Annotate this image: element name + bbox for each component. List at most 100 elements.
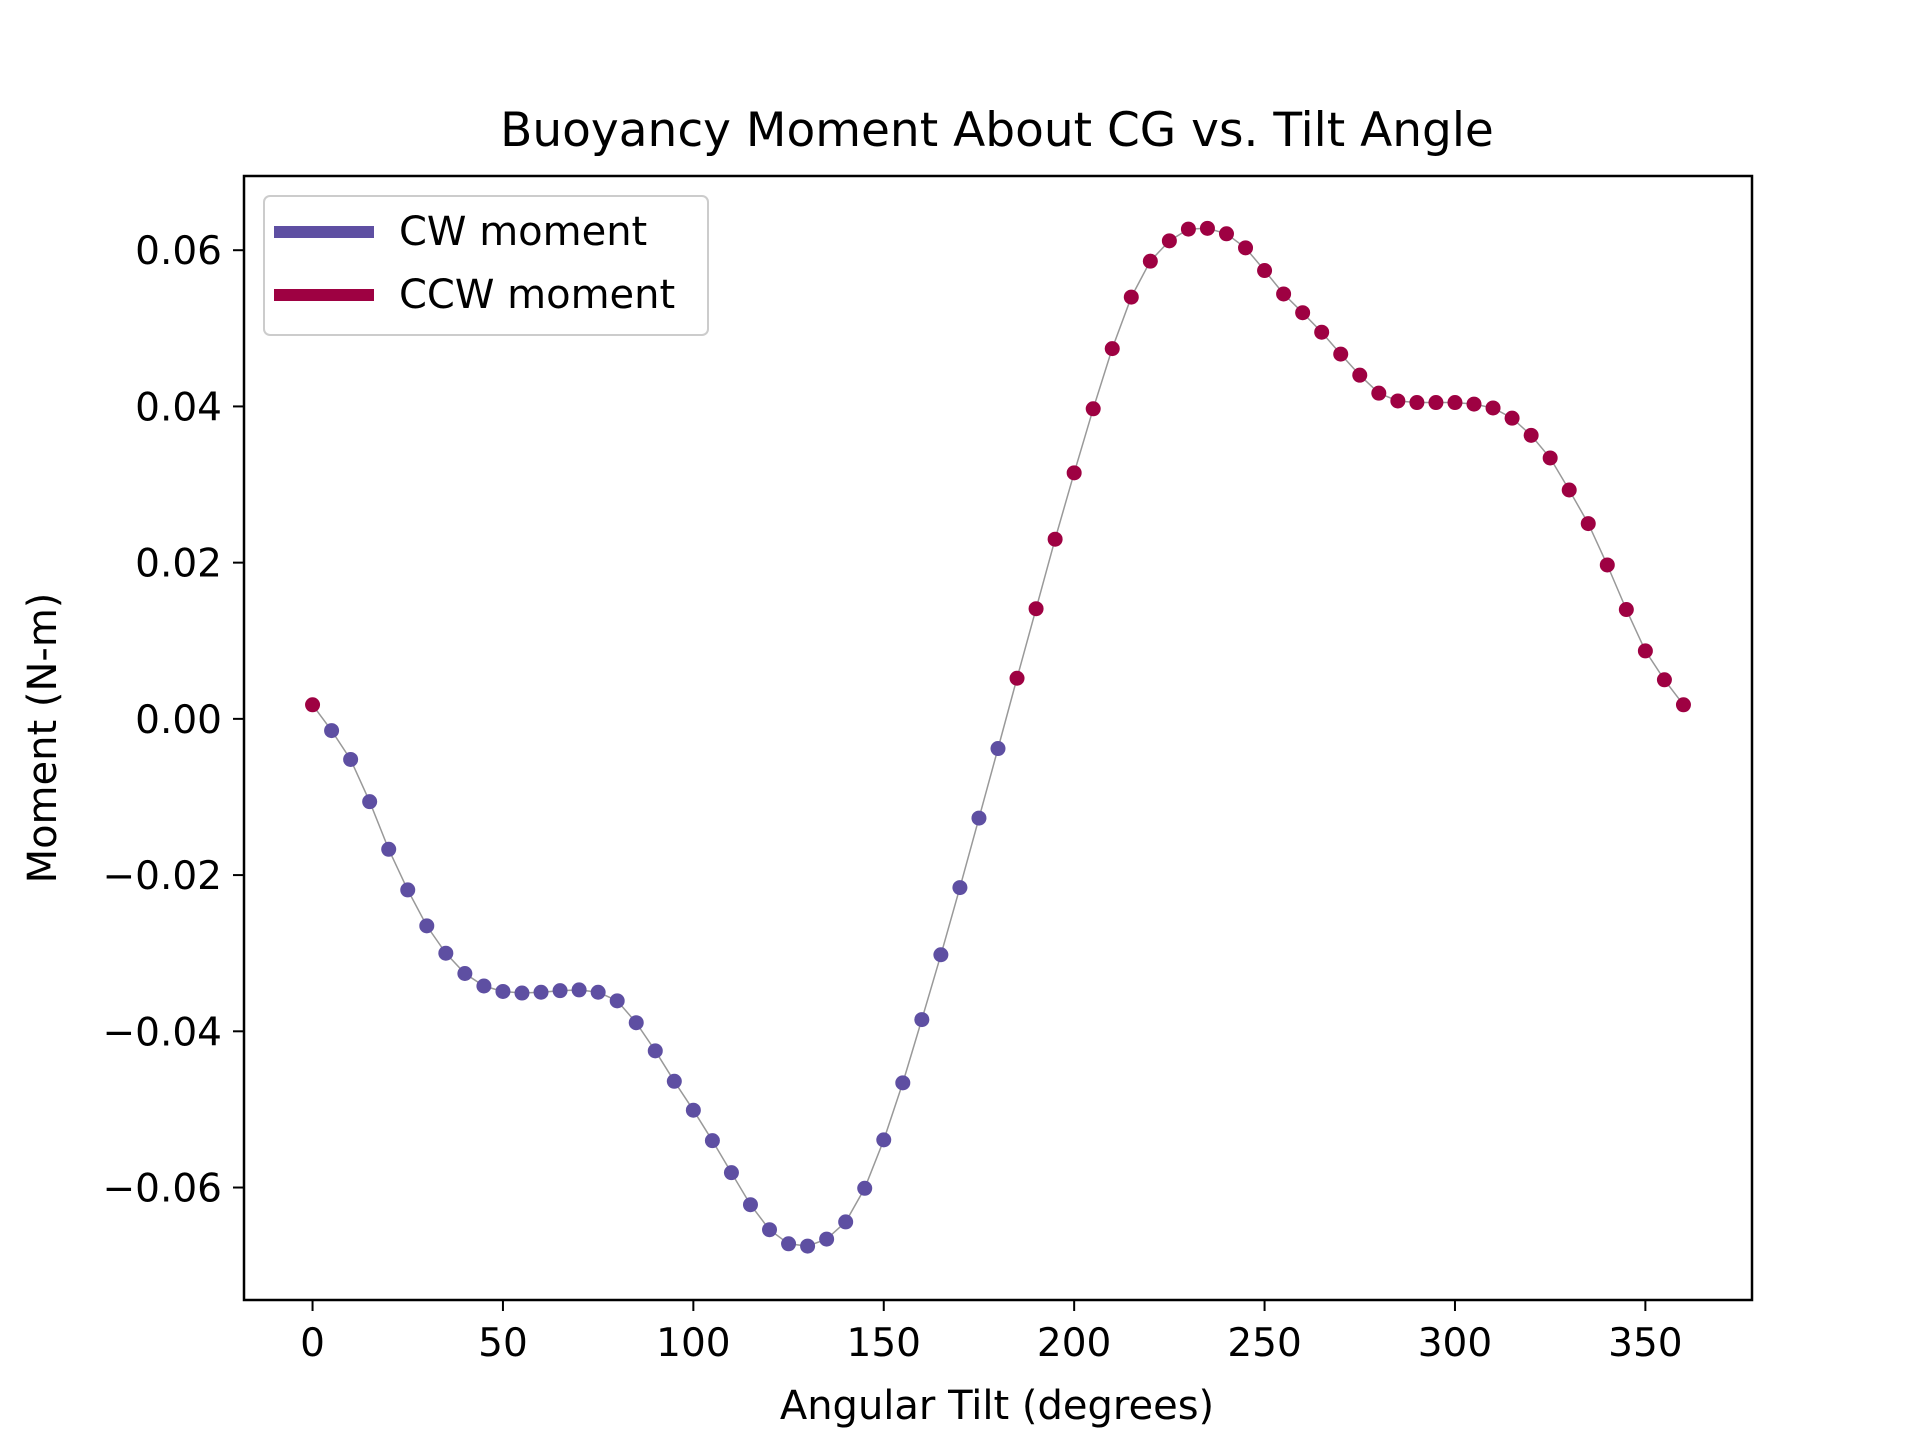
data-point [762,1222,778,1238]
data-point [1028,601,1044,617]
data-point [838,1214,854,1230]
data-point [1504,410,1520,426]
data-point [1371,385,1387,401]
data-point [609,993,625,1009]
data-point [1675,697,1691,713]
data-point [1180,221,1196,237]
data-point [1447,395,1463,411]
data-point [1466,396,1482,412]
data-point [1523,427,1539,443]
data-point [438,945,454,961]
y-tick-label: −0.06 [102,1167,222,1212]
data-point [1637,643,1653,659]
x-tick-label: 350 [1608,1321,1682,1366]
data-point [1314,324,1330,340]
data-point [590,984,606,1000]
data-point [857,1180,873,1196]
data-point [1428,395,1444,411]
data-point [400,882,416,898]
data-point [1656,672,1672,688]
data-point [1123,289,1139,305]
data-point [1618,602,1634,618]
y-tick-label: 0.04 [135,385,222,430]
data-point [514,985,530,1001]
data-point [305,697,321,713]
plot-area [242,174,1754,1302]
data-point [628,1015,644,1031]
x-tick-label: 100 [656,1321,730,1366]
data-point [914,1012,930,1028]
data-point [457,966,473,982]
data-point [1199,220,1215,236]
data-point [533,984,549,1000]
legend: CW moment CCW moment [263,195,709,336]
y-tick-label: 0.00 [135,698,222,743]
data-point [1257,263,1273,279]
data-point [1333,346,1349,362]
data-point [990,741,1006,757]
data-point [1580,516,1596,532]
data-point [1238,240,1254,256]
data-point [1047,531,1063,547]
data-point [1352,367,1368,383]
chart-title: Buoyancy Moment About CG vs. Tilt Angle [500,103,1494,158]
x-tick-label: 150 [847,1321,921,1366]
data-point [1485,400,1501,416]
data-point [552,983,568,999]
data-point [819,1231,835,1247]
data-point [1009,670,1025,686]
data-point [324,723,340,739]
data-point [1142,253,1158,269]
data-point [1542,450,1558,466]
y-tick-label: 0.06 [135,229,222,274]
data-point [895,1075,911,1091]
y-axis: −0.06 −0.04 −0.02 0.00 0.02 0.04 0.06 [102,229,244,1212]
data-point [647,1043,663,1059]
data-point [381,841,397,857]
x-tick-label: 50 [478,1321,528,1366]
data-point [1218,226,1234,242]
data-points [305,220,1691,1254]
data-point [742,1197,758,1213]
data-point [933,947,949,963]
data-point [685,1102,701,1118]
legend-label-cw: CW moment [399,209,647,255]
data-point [704,1133,720,1149]
x-tick-label: 0 [300,1321,325,1366]
data-point [1390,393,1406,409]
data-point [1104,341,1120,357]
data-point [571,982,587,998]
x-tick-label: 250 [1227,1321,1301,1366]
connecting-line [311,227,1685,1247]
data-point [476,978,492,994]
data-point [876,1132,892,1148]
data-point [1599,557,1615,573]
data-point [952,880,968,896]
data-point [723,1165,739,1181]
data-point [495,983,511,999]
x-axis: 0 50 100 150 200 250 300 350 [300,1300,1683,1366]
y-axis-label: Moment (N-m) [20,593,66,884]
data-point [1295,305,1311,321]
data-point [1276,286,1292,302]
data-point [666,1073,682,1089]
data-point [1066,465,1082,481]
data-point [1161,233,1177,249]
data-point [1561,482,1577,498]
data-point [800,1238,816,1254]
data-point [419,918,435,934]
data-point [362,794,378,810]
data-point [971,810,987,826]
data-point [781,1236,797,1252]
data-point [1085,401,1101,417]
x-axis-label: Angular Tilt (degrees) [780,1383,1214,1429]
legend-box [263,195,709,336]
y-tick-label: −0.02 [102,854,222,899]
data-point [1409,395,1425,411]
legend-label-ccw: CCW moment [399,272,675,318]
data-point [343,751,359,767]
x-tick-label: 300 [1418,1321,1492,1366]
y-tick-label: 0.02 [135,542,222,587]
x-tick-label: 200 [1037,1321,1111,1366]
